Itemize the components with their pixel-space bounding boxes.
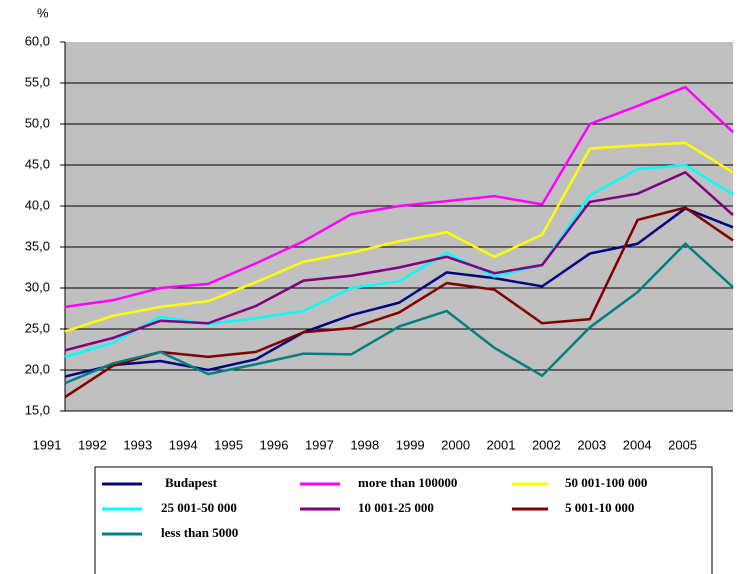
series-line xyxy=(64,207,734,378)
series-line xyxy=(64,141,734,333)
legend-label: less than 5000 xyxy=(161,525,238,540)
y-tick-label: 55,0 xyxy=(25,74,50,89)
y-tick-label: 60,0 xyxy=(25,33,50,48)
legend-label: 10 001-25 000 xyxy=(358,500,434,515)
series-line xyxy=(64,206,734,399)
x-tick-label: 1993 xyxy=(123,437,152,452)
x-tick-label: 1992 xyxy=(78,437,107,452)
y-tick-label: 40,0 xyxy=(25,197,50,212)
x-tick-label: 1997 xyxy=(305,437,334,452)
series-line xyxy=(64,241,734,385)
legend-label: 50 001-100 000 xyxy=(565,475,647,490)
legend-label: 25 001-50 000 xyxy=(161,500,237,515)
x-tick-label: 2005 xyxy=(668,437,697,452)
series-line xyxy=(64,163,734,359)
legend-box xyxy=(94,466,713,574)
x-tick-label: 2004 xyxy=(623,437,652,452)
plot-area xyxy=(65,42,733,411)
x-tick-label: 1991 xyxy=(33,437,62,452)
x-tick-label: 1999 xyxy=(396,437,425,452)
y-tick-label: 15,0 xyxy=(25,402,50,417)
legend-label: Budapest xyxy=(165,475,218,490)
x-tick-label: 2001 xyxy=(487,437,516,452)
series-line xyxy=(64,170,734,352)
y-tick-label: 25,0 xyxy=(25,320,50,335)
y-unit: % xyxy=(37,5,49,20)
y-tick-label: 35,0 xyxy=(25,238,50,253)
y-tick-label: 30,0 xyxy=(25,279,50,294)
y-tick-label: 45,0 xyxy=(25,156,50,171)
series-line xyxy=(64,85,734,309)
x-tick-label: 2002 xyxy=(532,437,561,452)
x-tick-label: 2003 xyxy=(577,437,606,452)
legend-label: more than 100000 xyxy=(358,475,457,490)
x-tick-label: 1995 xyxy=(214,437,243,452)
x-tick-label: 2000 xyxy=(441,437,470,452)
x-tick-label: 1996 xyxy=(260,437,289,452)
y-tick-label: 50,0 xyxy=(25,115,50,130)
x-tick-label: 1998 xyxy=(350,437,379,452)
x-tick-label: 1994 xyxy=(169,437,198,452)
legend-label: 5 001-10 000 xyxy=(565,500,634,515)
y-tick-label: 20,0 xyxy=(25,361,50,376)
